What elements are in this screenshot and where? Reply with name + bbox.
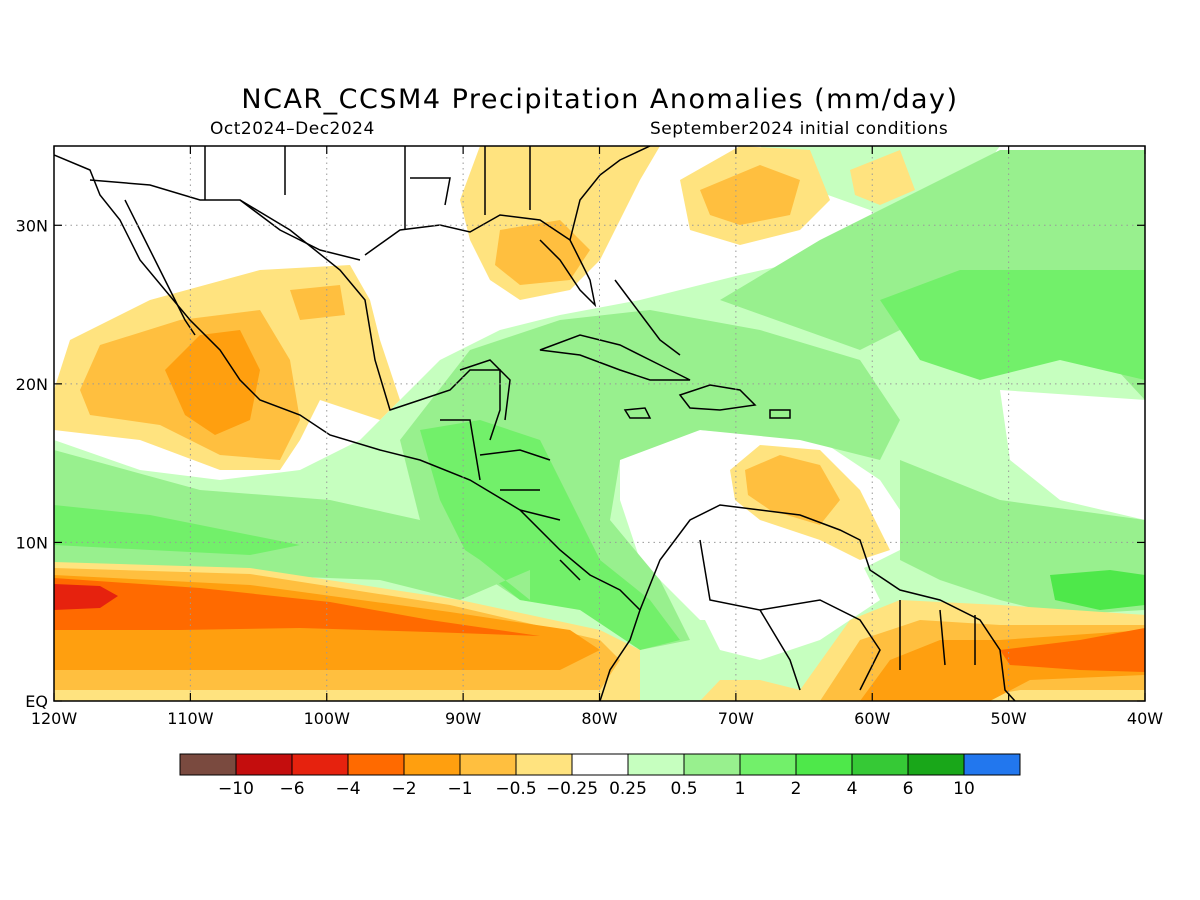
initial-conditions: September2024 initial conditions	[650, 119, 949, 139]
gridlines	[54, 146, 1145, 701]
colorbar-swatch	[403, 753, 461, 776]
coastline-gulf-north	[364, 214, 597, 308]
coastline-puerto-rico	[769, 409, 791, 419]
colorbar-swatch	[627, 753, 685, 776]
neutral-region-east-atlantic	[1000, 390, 1145, 520]
colorbar-swatch	[347, 753, 405, 776]
coastline-hispaniola	[678, 384, 757, 411]
wet-region-east-pacific-band	[54, 450, 530, 600]
lon-tick-label: 100W	[304, 709, 351, 728]
colorbar-swatch	[571, 753, 629, 776]
colorbar-swatch	[683, 753, 741, 776]
colorbar-label: 2	[791, 779, 802, 799]
dry-region-atlantic-small	[850, 150, 915, 205]
lon-tick-label: 120W	[31, 709, 78, 728]
lon-tick-label: 110W	[167, 709, 214, 728]
colorbar-labels: −10 −6 −4 −2 −1 −0.5 −0.25 0.25 0.5 1 2 4 6 10	[218, 779, 975, 799]
coastline-north-america-pacific	[54, 154, 641, 701]
axis-ticks	[53, 146, 1146, 702]
lon-tick-label: 90W	[445, 709, 481, 728]
colorbar-label: 0.5	[670, 779, 697, 799]
colorbar-swatch	[963, 753, 1021, 776]
colorbar-label: −1	[447, 779, 472, 799]
anomaly-field	[54, 146, 1145, 701]
colorbar	[179, 753, 1021, 776]
lon-tick-label: 40W	[1127, 709, 1163, 728]
lon-tick-label: 60W	[854, 709, 890, 728]
colorbar-label: 6	[903, 779, 914, 799]
lon-tick-label: 80W	[581, 709, 617, 728]
map-title: NCAR_CCSM4 Precipitation Anomalies (mm/d…	[241, 84, 959, 115]
border-south-america	[699, 539, 976, 691]
lat-tick-label: 30N	[16, 216, 48, 235]
colorbar-label: 0.25	[609, 779, 647, 799]
wet-region-atlantic	[720, 150, 1145, 400]
neutral-region-south-america	[700, 540, 880, 660]
dry-region-caribbean-south-core	[745, 455, 840, 525]
colorbar-label: 4	[847, 779, 858, 799]
lon-tick-label: 50W	[991, 709, 1027, 728]
dry-region-mexico-pacific-core	[165, 330, 260, 435]
colorbar-swatch	[795, 753, 853, 776]
colorbar-label: −2	[391, 779, 416, 799]
wet-region-atlantic-core	[880, 270, 1145, 380]
colorbar-swatch	[851, 753, 909, 776]
lat-tick-label: EQ	[25, 692, 48, 711]
colorbar-swatch	[515, 753, 573, 776]
colorbar-swatch	[291, 753, 349, 776]
coastline-gulf-of-mexico	[239, 199, 501, 441]
coastlines	[54, 146, 1016, 701]
coastline-bahamas	[614, 279, 681, 356]
colorbar-swatch	[235, 753, 293, 776]
dry-region-pacific-equatorial-strong	[54, 578, 540, 636]
border-us-mexico	[89, 179, 361, 261]
coastline-cuba	[539, 334, 691, 381]
colorbar-label: 1	[735, 779, 746, 799]
colorbar-label: −10	[218, 779, 254, 799]
coastline-jamaica	[623, 407, 652, 419]
wet-region-central-america	[420, 420, 680, 650]
colorbar-swatch	[739, 753, 797, 776]
dry-region-atlantic-north-core	[700, 165, 800, 225]
dry-region-pacific-equatorial-core	[54, 584, 118, 610]
axis-labels: 120W 110W 100W 90W 80W 70W 60W 50W 40W EQ 10N 20N 30…	[16, 216, 1164, 728]
colorbar-label: −4	[335, 779, 360, 799]
forecast-period: Oct2024–Dec2024	[210, 119, 375, 139]
dry-region-gulf-west	[290, 285, 345, 320]
lat-tick-label: 10N	[16, 533, 48, 552]
lon-tick-label: 70W	[718, 709, 754, 728]
colorbar-swatch	[459, 753, 517, 776]
colorbar-label: −0.5	[495, 779, 536, 799]
wet-region-itcz-atlantic-core	[1050, 570, 1145, 610]
colorbar-swatch	[907, 753, 965, 776]
coastline-south-america-north	[639, 504, 1016, 701]
dry-region-atlantic-equatorial-strong	[1000, 628, 1145, 672]
colorbar-label: −6	[279, 779, 304, 799]
coastline-yucatan	[459, 359, 511, 421]
border-us-states	[204, 146, 531, 230]
colorbar-label: 10	[953, 779, 975, 799]
border-central-america	[440, 419, 581, 581]
colorbar-swatch	[179, 753, 237, 776]
colorbar-label: −0.25	[546, 779, 598, 799]
lat-tick-label: 20N	[16, 375, 48, 394]
